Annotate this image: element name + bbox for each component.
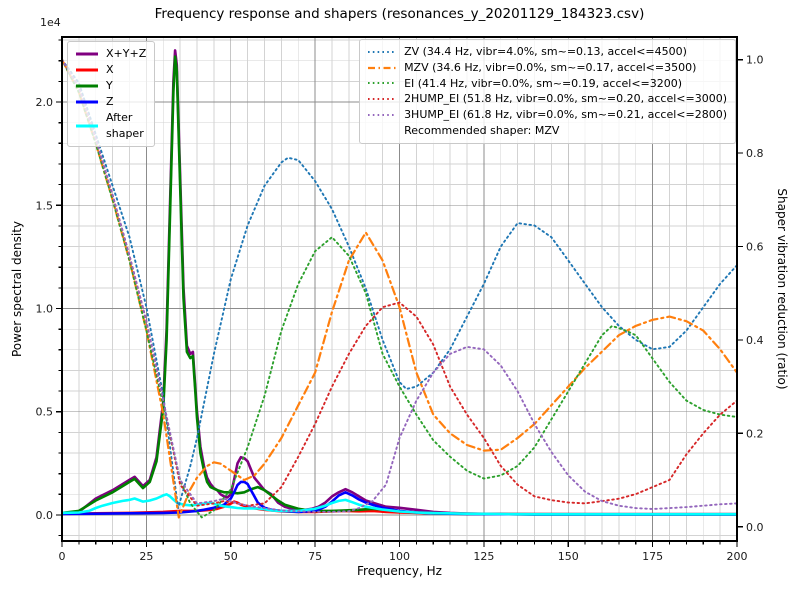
psd-legend: X+Y+Z X Y Z After shaper <box>67 41 156 147</box>
mzv-line-swatch <box>368 66 397 69</box>
curve-2hump-ei <box>62 58 737 507</box>
x-tick-label: 75 <box>308 550 322 563</box>
legend-item-xyz: X+Y+Z <box>75 46 146 62</box>
curve-mzv <box>62 58 737 519</box>
y-left-tick-label: 1.5 <box>36 199 54 212</box>
zv-line-swatch <box>368 50 397 53</box>
y-left-tick-label: 1.0 <box>36 303 54 316</box>
legend-label: X <box>106 63 114 76</box>
x-tick-label: 0 <box>59 550 66 563</box>
x-tick-label: 25 <box>139 550 153 563</box>
tick-labels: 0 25 50 75 100 125 150 175 200 0.0 0.5 1.0 1.5 2.0 0.0… <box>36 54 764 563</box>
curve-after-shaper <box>62 493 737 516</box>
legend-item-after-shaper: After shaper <box>75 110 146 142</box>
y-right-tick-label: 0.8 <box>746 147 764 160</box>
x-line-swatch <box>76 68 98 72</box>
legend-item-3hump-ei: 3HUMP_EI (61.8 Hz, vibr=0.0%, sm~=0.21, … <box>367 107 727 123</box>
legend-label: MZV (34.6 Hz, vibr=0.0%, sm~=0.17, accel… <box>404 60 697 74</box>
x-tick-label: 200 <box>727 550 748 563</box>
legend-label: ZV (34.4 Hz, vibr=4.0%, sm~=0.13, accel<… <box>404 45 687 58</box>
y-left-tick-label: 0.0 <box>36 509 54 522</box>
chart-title: Frequency response and shapers (resonanc… <box>154 6 645 22</box>
y-right-tick-label: 1.0 <box>746 54 764 67</box>
x-tick-label: 100 <box>389 550 410 563</box>
x-tick-label: 125 <box>473 550 494 563</box>
y-line-swatch <box>76 84 98 88</box>
y-left-tick-label: 0.5 <box>36 406 54 419</box>
y-right-tick-label: 0.2 <box>746 427 764 440</box>
x-axis-label: Frequency, Hz <box>357 564 442 578</box>
curves <box>62 49 737 519</box>
legend-item-x: X <box>75 62 146 78</box>
2hump-ei-line-swatch <box>368 98 397 101</box>
curve-zv <box>62 58 737 510</box>
x-tick-label: 175 <box>642 550 663 563</box>
y-right-tick-label: 0.6 <box>746 240 764 253</box>
xyz-line-swatch <box>76 52 98 56</box>
curve-ei <box>62 58 737 519</box>
y-left-tick-label: 2.0 <box>36 96 54 109</box>
ei-line-swatch <box>368 82 397 85</box>
legend-item-mzv: MZV (34.6 Hz, vibr=0.0%, sm~=0.17, accel… <box>367 60 727 76</box>
recommended-shaper-text: Recommended shaper: MZV <box>404 123 560 137</box>
legend-item-recommended: Recommended shaper: MZV <box>367 123 727 139</box>
x-tick-label: 50 <box>224 550 238 563</box>
legend-label: Y <box>106 79 113 92</box>
y-right-tick-label: 0.0 <box>746 521 764 534</box>
3hump-ei-line-swatch <box>368 114 397 117</box>
y-axis-label-left: Power spectral density <box>10 220 24 358</box>
legend-label: X+Y+Z <box>106 47 147 60</box>
legend-label: 2HUMP_EI (51.8 Hz, vibr=0.0%, sm~=0.20, … <box>404 92 727 106</box>
ticks <box>56 39 743 547</box>
legend-item-zv: ZV (34.4 Hz, vibr=4.0%, sm~=0.13, accel<… <box>367 44 727 60</box>
legend-item-ei: EI (41.4 Hz, vibr=0.0%, sm~=0.19, accel<… <box>367 76 727 92</box>
y-axis-label-right: Shaper vibration reduction (ratio) <box>775 188 789 390</box>
legend-item-2hump-ei: 2HUMP_EI (51.8 Hz, vibr=0.0%, sm~=0.20, … <box>367 91 727 107</box>
x-tick-label: 150 <box>558 550 579 563</box>
legend-label: EI (41.4 Hz, vibr=0.0%, sm~=0.19, accel<… <box>404 76 683 90</box>
y-axis-offset-text: 1e4 <box>40 16 61 29</box>
after-shaper-line-swatch <box>76 124 98 128</box>
legend-label: 3HUMP_EI (61.8 Hz, vibr=0.0%, sm~=0.21, … <box>404 108 727 122</box>
legend-label: After shaper <box>106 111 144 140</box>
legend-item-y: Y <box>75 78 146 94</box>
legend-label: Z <box>106 95 114 108</box>
shaper-legend: ZV (34.4 Hz, vibr=4.0%, sm~=0.13, accel<… <box>359 39 736 144</box>
y-right-tick-label: 0.4 <box>746 334 764 347</box>
legend-item-z: Z <box>75 94 146 110</box>
z-line-swatch <box>76 100 98 104</box>
